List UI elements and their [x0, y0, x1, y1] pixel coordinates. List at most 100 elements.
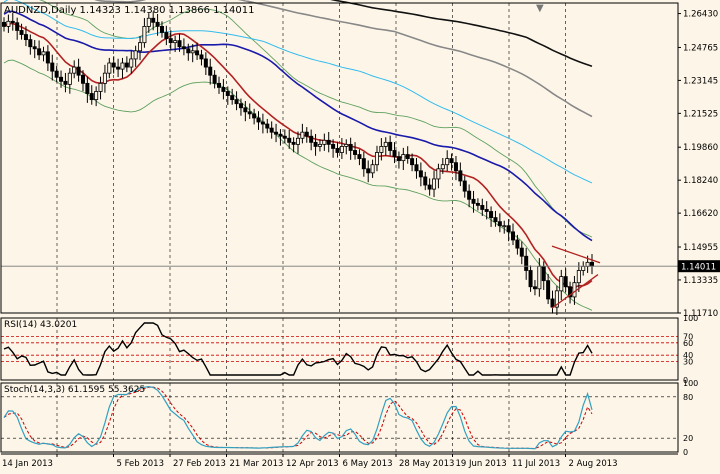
candle[interactable]: [89, 85, 94, 105]
candle[interactable]: [243, 101, 248, 122]
candle[interactable]: [98, 76, 103, 100]
candle[interactable]: [295, 131, 300, 154]
candle[interactable]: [471, 190, 476, 213]
candle[interactable]: [177, 33, 182, 52]
candle[interactable]: [63, 72, 68, 93]
candle[interactable]: [151, 11, 156, 31]
candle[interactable]: [528, 265, 533, 292]
candle[interactable]: [45, 45, 50, 71]
candle[interactable]: [282, 129, 287, 144]
candle[interactable]: [453, 155, 458, 181]
candle[interactable]: [563, 268, 568, 292]
candle[interactable]: [208, 58, 213, 85]
candle[interactable]: [111, 56, 116, 74]
candle[interactable]: [94, 86, 99, 107]
candle[interactable]: [449, 153, 454, 171]
candle[interactable]: [199, 49, 204, 66]
candle[interactable]: [32, 40, 37, 59]
candle[interactable]: [335, 141, 340, 158]
candle[interactable]: [269, 121, 274, 139]
candle[interactable]: [23, 26, 28, 47]
candle[interactable]: [524, 247, 529, 280]
candle[interactable]: [212, 70, 217, 89]
candle[interactable]: [41, 46, 46, 62]
candle[interactable]: [287, 129, 292, 149]
candle[interactable]: [576, 262, 581, 293]
candle[interactable]: [2, 17, 7, 32]
candle[interactable]: [164, 25, 169, 46]
candle[interactable]: [54, 66, 59, 83]
candle[interactable]: [85, 76, 90, 103]
candle[interactable]: [116, 58, 121, 78]
candle[interactable]: [532, 280, 537, 296]
candle[interactable]: [331, 139, 336, 158]
candle[interactable]: [370, 159, 375, 178]
candle[interactable]: [234, 91, 239, 111]
candle[interactable]: [546, 273, 551, 305]
candle[interactable]: [274, 123, 279, 143]
candle[interactable]: [326, 131, 331, 153]
candle[interactable]: [252, 108, 257, 125]
candle[interactable]: [50, 54, 55, 81]
candle[interactable]: [506, 219, 511, 242]
candle[interactable]: [107, 57, 112, 79]
sell-triangle-icon[interactable]: ▼: [536, 3, 544, 14]
candle[interactable]: [10, 12, 15, 31]
candle[interactable]: [497, 213, 502, 233]
candle[interactable]: [554, 285, 559, 316]
candle[interactable]: [515, 234, 520, 255]
candle[interactable]: [159, 21, 164, 38]
candle[interactable]: [440, 158, 445, 174]
candle[interactable]: [511, 223, 516, 246]
candle[interactable]: [142, 18, 147, 48]
candle[interactable]: [260, 113, 265, 134]
candle[interactable]: [559, 269, 564, 301]
candle[interactable]: [203, 52, 208, 76]
candle[interactable]: [344, 139, 349, 155]
candle[interactable]: [475, 198, 480, 211]
candle[interactable]: [124, 56, 129, 73]
candle[interactable]: [300, 123, 305, 144]
candle[interactable]: [238, 98, 243, 116]
candle[interactable]: [186, 43, 191, 61]
candle[interactable]: [15, 17, 20, 40]
candle[interactable]: [256, 111, 261, 130]
candle[interactable]: [6, 14, 11, 33]
candle[interactable]: [322, 133, 327, 151]
candle[interactable]: [129, 50, 134, 74]
candle[interactable]: [361, 151, 366, 177]
candle[interactable]: [379, 138, 384, 161]
candle[interactable]: [392, 142, 397, 164]
candle[interactable]: [304, 127, 309, 143]
candle[interactable]: [418, 162, 423, 187]
candle[interactable]: [480, 198, 485, 216]
candle[interactable]: [317, 139, 322, 152]
candle[interactable]: [59, 70, 64, 88]
candle[interactable]: [221, 79, 226, 100]
candle[interactable]: [72, 60, 77, 79]
candle[interactable]: [190, 44, 195, 63]
candle[interactable]: [353, 142, 358, 160]
candle[interactable]: [493, 210, 498, 227]
candle[interactable]: [445, 150, 450, 172]
candle[interactable]: [225, 86, 230, 105]
candle[interactable]: [291, 137, 296, 153]
candle[interactable]: [462, 175, 467, 198]
candle[interactable]: [80, 70, 85, 92]
candle[interactable]: [414, 158, 419, 179]
candle[interactable]: [67, 68, 72, 94]
candle[interactable]: [168, 30, 173, 51]
candle[interactable]: [357, 149, 362, 166]
candle[interactable]: [388, 135, 393, 156]
candle[interactable]: [230, 88, 235, 105]
candle[interactable]: [181, 38, 186, 56]
candle[interactable]: [146, 13, 151, 33]
candle[interactable]: [484, 201, 489, 220]
candle[interactable]: [19, 23, 24, 40]
candle[interactable]: [348, 137, 353, 160]
candle[interactable]: [427, 178, 432, 196]
candle[interactable]: [366, 160, 371, 183]
candle[interactable]: [133, 45, 138, 67]
candlesticks[interactable]: [2, 11, 595, 316]
candle[interactable]: [309, 129, 314, 151]
